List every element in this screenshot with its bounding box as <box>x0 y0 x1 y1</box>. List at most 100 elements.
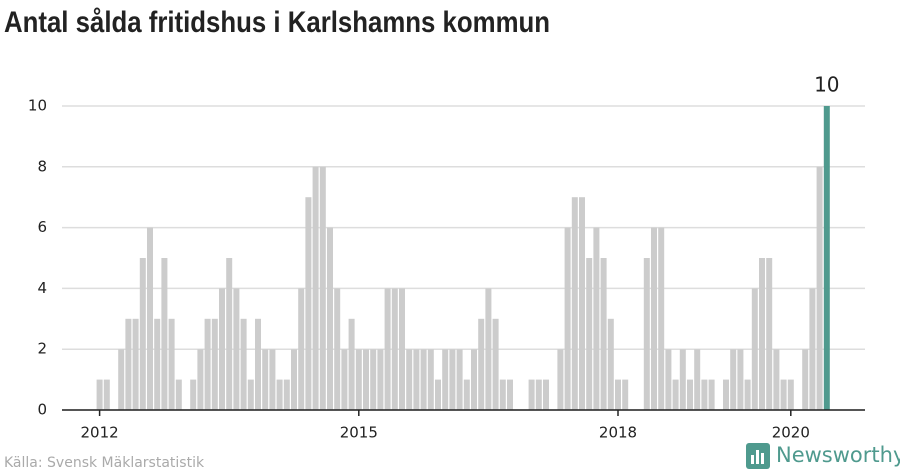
bar <box>557 349 564 410</box>
bar <box>463 379 470 410</box>
bar <box>730 349 737 410</box>
bar <box>341 349 348 410</box>
bar <box>334 288 341 410</box>
bar <box>283 379 290 410</box>
bar <box>586 258 593 410</box>
bar <box>262 349 269 410</box>
logo: Newsworthy <box>746 443 900 469</box>
x-tick-label: 2015 <box>340 424 378 442</box>
bar <box>168 318 175 410</box>
bar <box>377 349 384 410</box>
bar <box>607 318 614 410</box>
bar <box>161 258 168 410</box>
bar <box>802 349 809 410</box>
y-tick-label: 10 <box>28 97 47 115</box>
bar <box>528 379 535 410</box>
bar <box>787 379 794 410</box>
y-tick-label: 2 <box>37 340 47 358</box>
bar <box>780 379 787 410</box>
bar <box>744 379 751 410</box>
bar <box>600 258 607 410</box>
bar <box>535 379 542 410</box>
x-tick-label: 2018 <box>599 424 637 442</box>
bar <box>355 349 362 410</box>
bar <box>622 379 629 410</box>
bar <box>737 349 744 410</box>
bar <box>499 379 506 410</box>
bar <box>255 318 261 410</box>
bar <box>211 318 218 410</box>
bar <box>139 258 146 410</box>
bar <box>507 379 513 410</box>
bar <box>399 288 405 410</box>
bar <box>363 349 369 410</box>
bar <box>269 349 276 410</box>
bar <box>543 379 549 410</box>
bar <box>348 318 355 410</box>
y-tick-label: 8 <box>37 157 47 175</box>
bar <box>456 349 463 410</box>
bar <box>370 349 377 410</box>
bar <box>823 106 830 410</box>
logo-bar <box>761 453 764 464</box>
bar <box>384 288 391 410</box>
bar <box>240 318 247 410</box>
y-tick-label: 6 <box>37 218 47 236</box>
bar <box>413 349 420 410</box>
bar <box>687 379 693 410</box>
bar <box>809 288 816 410</box>
bar <box>723 379 729 410</box>
bar <box>672 379 679 410</box>
bar <box>291 349 297 410</box>
bar <box>319 166 326 410</box>
bar <box>427 349 434 410</box>
bar <box>766 258 773 410</box>
bar <box>305 197 312 410</box>
bar <box>816 166 823 410</box>
bar <box>643 258 650 410</box>
bar <box>651 227 657 410</box>
bar <box>147 227 153 410</box>
bar <box>420 349 427 410</box>
bar <box>406 349 413 410</box>
bar <box>492 318 499 410</box>
bar <box>478 318 485 410</box>
chart-title: Antal sålda fritidshus i Karlshamns komm… <box>4 5 550 38</box>
y-tick-label: 4 <box>37 279 47 297</box>
bar <box>751 288 758 410</box>
bar <box>435 379 441 410</box>
bar <box>125 318 132 410</box>
bar <box>679 349 686 410</box>
bar <box>312 166 319 410</box>
bar <box>233 288 240 410</box>
bar <box>118 349 125 410</box>
bar <box>391 288 398 410</box>
logo-bar <box>756 450 759 464</box>
bar <box>485 288 492 410</box>
bar <box>276 379 283 410</box>
bar <box>154 318 161 410</box>
bar <box>694 349 701 410</box>
bar <box>564 227 571 410</box>
x-tick-label: 2020 <box>772 424 810 442</box>
brand: Newsworthy <box>776 443 900 467</box>
bar <box>103 379 110 410</box>
bar <box>615 379 621 410</box>
source: Källa: Svensk Mäklarstatistik <box>4 455 205 471</box>
bar <box>571 197 578 410</box>
bar <box>204 318 211 410</box>
bar <box>96 379 103 410</box>
x-tick-label: 2012 <box>81 424 119 442</box>
bar <box>219 288 225 410</box>
bar <box>298 288 305 410</box>
logo-bar <box>751 455 754 464</box>
bar <box>247 379 254 410</box>
bar <box>190 379 197 410</box>
bar <box>665 349 672 410</box>
bar <box>226 258 233 410</box>
bar <box>327 227 333 410</box>
bar <box>579 197 585 410</box>
bar <box>658 227 665 410</box>
